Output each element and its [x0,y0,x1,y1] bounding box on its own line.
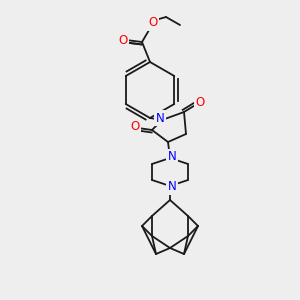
Text: N: N [168,181,176,194]
Text: N: N [168,151,176,164]
Text: O: O [148,16,158,29]
Text: O: O [130,119,140,133]
Text: O: O [118,34,127,46]
Text: O: O [195,95,205,109]
Text: N: N [156,112,164,124]
